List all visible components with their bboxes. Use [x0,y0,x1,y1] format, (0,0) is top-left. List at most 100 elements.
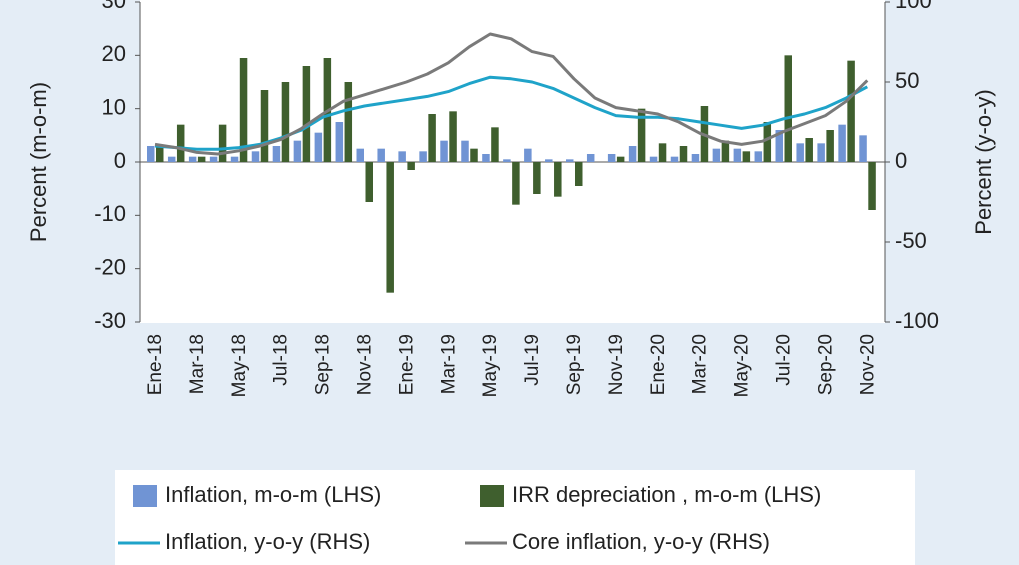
x-tick-label: Mar-19 [438,334,459,394]
x-tick-label: Mar-20 [690,334,711,394]
bar [512,162,520,205]
x-tick-label: May-18 [229,334,250,397]
bar [628,146,637,162]
bar [691,154,700,162]
bar [302,66,311,162]
y-tick-label: 30 [102,0,126,13]
bar [826,130,834,162]
y-tick-label: 20 [102,41,126,66]
bar [733,148,742,162]
y-tick-label: -20 [94,254,126,279]
bar [377,148,385,162]
bar [545,159,553,162]
legend-label: Core inflation, y-o-y (RHS) [512,529,770,554]
bar [805,138,813,162]
bar [784,55,792,163]
y2-tick-label: 100 [895,0,932,13]
bar [616,156,625,162]
bar [554,162,562,197]
bar [260,90,269,162]
bar [847,60,855,162]
legend-label: IRR depreciation , m-o-m (LHS) [512,482,821,507]
bar [407,162,415,170]
bar [575,162,583,186]
bar [218,124,227,162]
y2-tick-label: -100 [895,308,939,333]
bar [449,111,457,162]
bar [440,140,448,162]
bar [335,122,344,162]
legend-label: Inflation, m-o-m (LHS) [165,482,381,507]
bar [209,156,218,162]
bar [314,132,323,162]
y-axis-label: Percent (m-o-m) [26,82,51,242]
bar [796,143,804,162]
bar [356,148,364,162]
bar [281,82,290,162]
bar [868,162,876,210]
x-tick-label: Sep-20 [815,334,836,395]
x-tick-label: Jul-18 [271,334,292,386]
bar [637,108,646,162]
bar [533,162,541,194]
bar [670,156,679,162]
legend-box [115,470,915,565]
legend-label: Inflation, y-o-y (RHS) [165,529,370,554]
x-tick-label: May-20 [732,334,753,397]
bar [838,124,846,162]
bar [398,151,406,162]
y2-tick-label: 0 [895,148,907,173]
bar [566,159,574,162]
line [154,75,869,151]
y2-tick-label: -50 [895,228,927,253]
bar [859,135,867,162]
x-tick-label: Nov-18 [355,334,376,395]
bar [679,146,688,162]
x-tick-label: May-19 [480,334,501,397]
bar [167,156,176,162]
bar [419,151,427,162]
x-tick-label: Nov-19 [606,334,627,395]
bar [188,156,197,162]
bar [386,162,394,293]
bar [658,143,667,162]
y-tick-label: -10 [94,201,126,226]
bar [586,154,595,162]
bar [649,156,658,162]
bar [712,148,721,162]
bar [721,140,730,162]
x-tick-label: Jul-19 [522,334,543,386]
bar [482,154,490,162]
bar [754,151,763,162]
bar [293,140,302,162]
bar [742,151,751,162]
y2-axis-label: Percent (y-o-y) [971,89,996,234]
x-tick-label: Mar-18 [187,334,208,394]
bar [775,130,783,162]
bar [470,148,478,162]
x-tick-label: Ene-20 [648,334,669,395]
bar [344,82,353,162]
x-tick-label: Ene-18 [145,334,166,395]
legend-swatch [480,485,504,507]
bar [239,58,248,162]
y2-tick-label: 50 [895,68,919,93]
bar [176,124,185,162]
x-tick-label: Sep-18 [313,334,334,395]
bar [251,151,260,162]
x-tick-label: Jul-20 [774,334,795,386]
bar [365,162,373,202]
bar [147,146,155,162]
bar [817,143,825,162]
bar [491,127,499,162]
bar [524,148,532,162]
y-tick-label: 0 [114,148,126,173]
bar [197,156,206,162]
bar [230,156,239,162]
line [154,32,869,156]
y-tick-label: 10 [102,94,126,119]
bar [156,146,164,162]
legend-swatch [133,485,157,507]
x-tick-label: Sep-19 [564,334,585,395]
